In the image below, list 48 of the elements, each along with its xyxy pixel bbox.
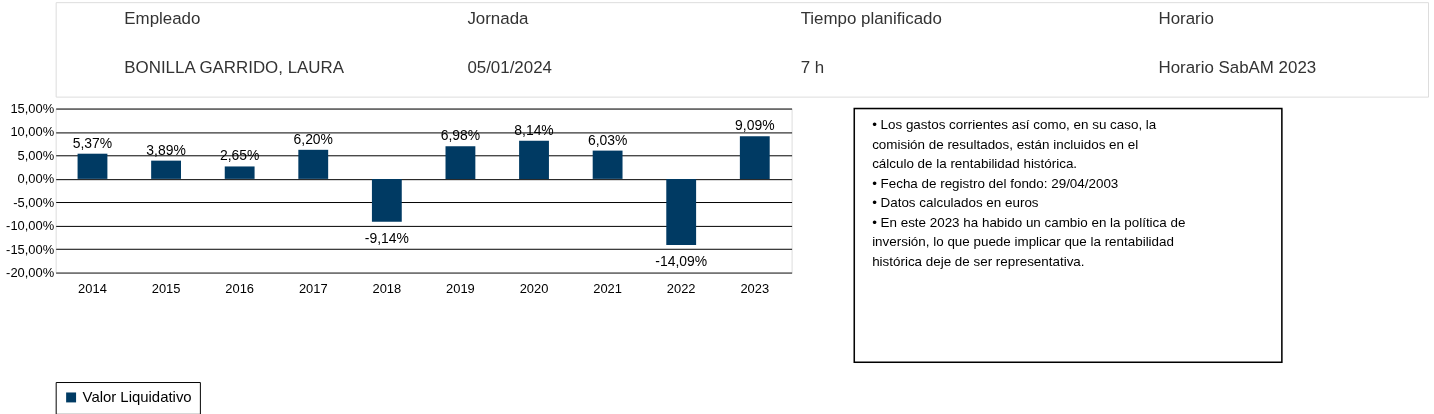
text: • Los gastos corrientes así como, en su caso, la comisión de resultados, están incluidos en el cálculo de la rentabilidad histórica. <box>872 117 1157 172</box>
x-tick-label: 2014 <box>78 281 107 297</box>
x-tick-label: 2016 <box>225 281 255 297</box>
text: Horario SabAM 2023 <box>1158 58 1317 78</box>
x-tick-label: 2023 <box>740 281 770 297</box>
text: BONILLA GARRIDO, LAURA <box>124 58 345 78</box>
text: Empleado <box>124 9 201 29</box>
bar <box>592 150 623 179</box>
data-label: -9,14% <box>364 229 409 246</box>
bar <box>298 149 329 179</box>
text: • Fecha de registro del fondo: 29/04/2003 <box>872 175 1119 191</box>
y-tick-label: 5,00% <box>17 147 55 163</box>
bar <box>371 178 402 222</box>
data-label: -14,09% <box>655 252 708 269</box>
bar <box>666 178 697 245</box>
data-label: 6,20% <box>293 130 333 147</box>
y-tick-label: 0,00% <box>17 171 55 187</box>
bar <box>151 160 181 179</box>
x-tick-label: 2020 <box>519 281 549 297</box>
legend-label: Valor Liquidativo <box>82 389 192 406</box>
x-tick-label: 2015 <box>151 281 181 297</box>
bar <box>519 140 549 179</box>
data-label: 9,09% <box>735 117 775 134</box>
y-tick-label: -5,00% <box>13 194 55 210</box>
bar <box>445 146 476 179</box>
x-tick-label: 2022 <box>666 281 696 297</box>
text: Tiempo planificado <box>800 9 942 29</box>
x-tick-label: 2018 <box>372 281 402 297</box>
text: Horario <box>1158 9 1214 29</box>
y-tick-label: 10,00% <box>10 124 55 140</box>
data-label: 6,03% <box>587 131 628 148</box>
data-label: 3,89% <box>146 141 186 158</box>
y-tick-label: 15,00% <box>10 101 55 117</box>
x-tick-label: 2017 <box>298 281 328 297</box>
text: • En este 2023 ha habido un cambio en la política de inversión, lo que puede implicar que la rentabilidad histórica deje de ser representativa. <box>872 214 1186 269</box>
text: 7 h <box>800 58 825 78</box>
text: Jornada <box>467 9 530 29</box>
text: • Datos calculados en euros <box>872 195 1039 211</box>
x-tick-label: 2021 <box>593 281 622 297</box>
data-label: 5,37% <box>72 134 113 151</box>
bar <box>739 136 770 179</box>
bar <box>224 166 255 179</box>
y-tick-label: -20,00% <box>6 265 55 281</box>
text: 05/01/2024 <box>467 58 552 78</box>
y-tick-label: -15,00% <box>6 241 55 257</box>
y-tick-label: -10,00% <box>6 218 55 234</box>
x-tick-label: 2019 <box>446 281 475 297</box>
bar <box>77 153 108 179</box>
